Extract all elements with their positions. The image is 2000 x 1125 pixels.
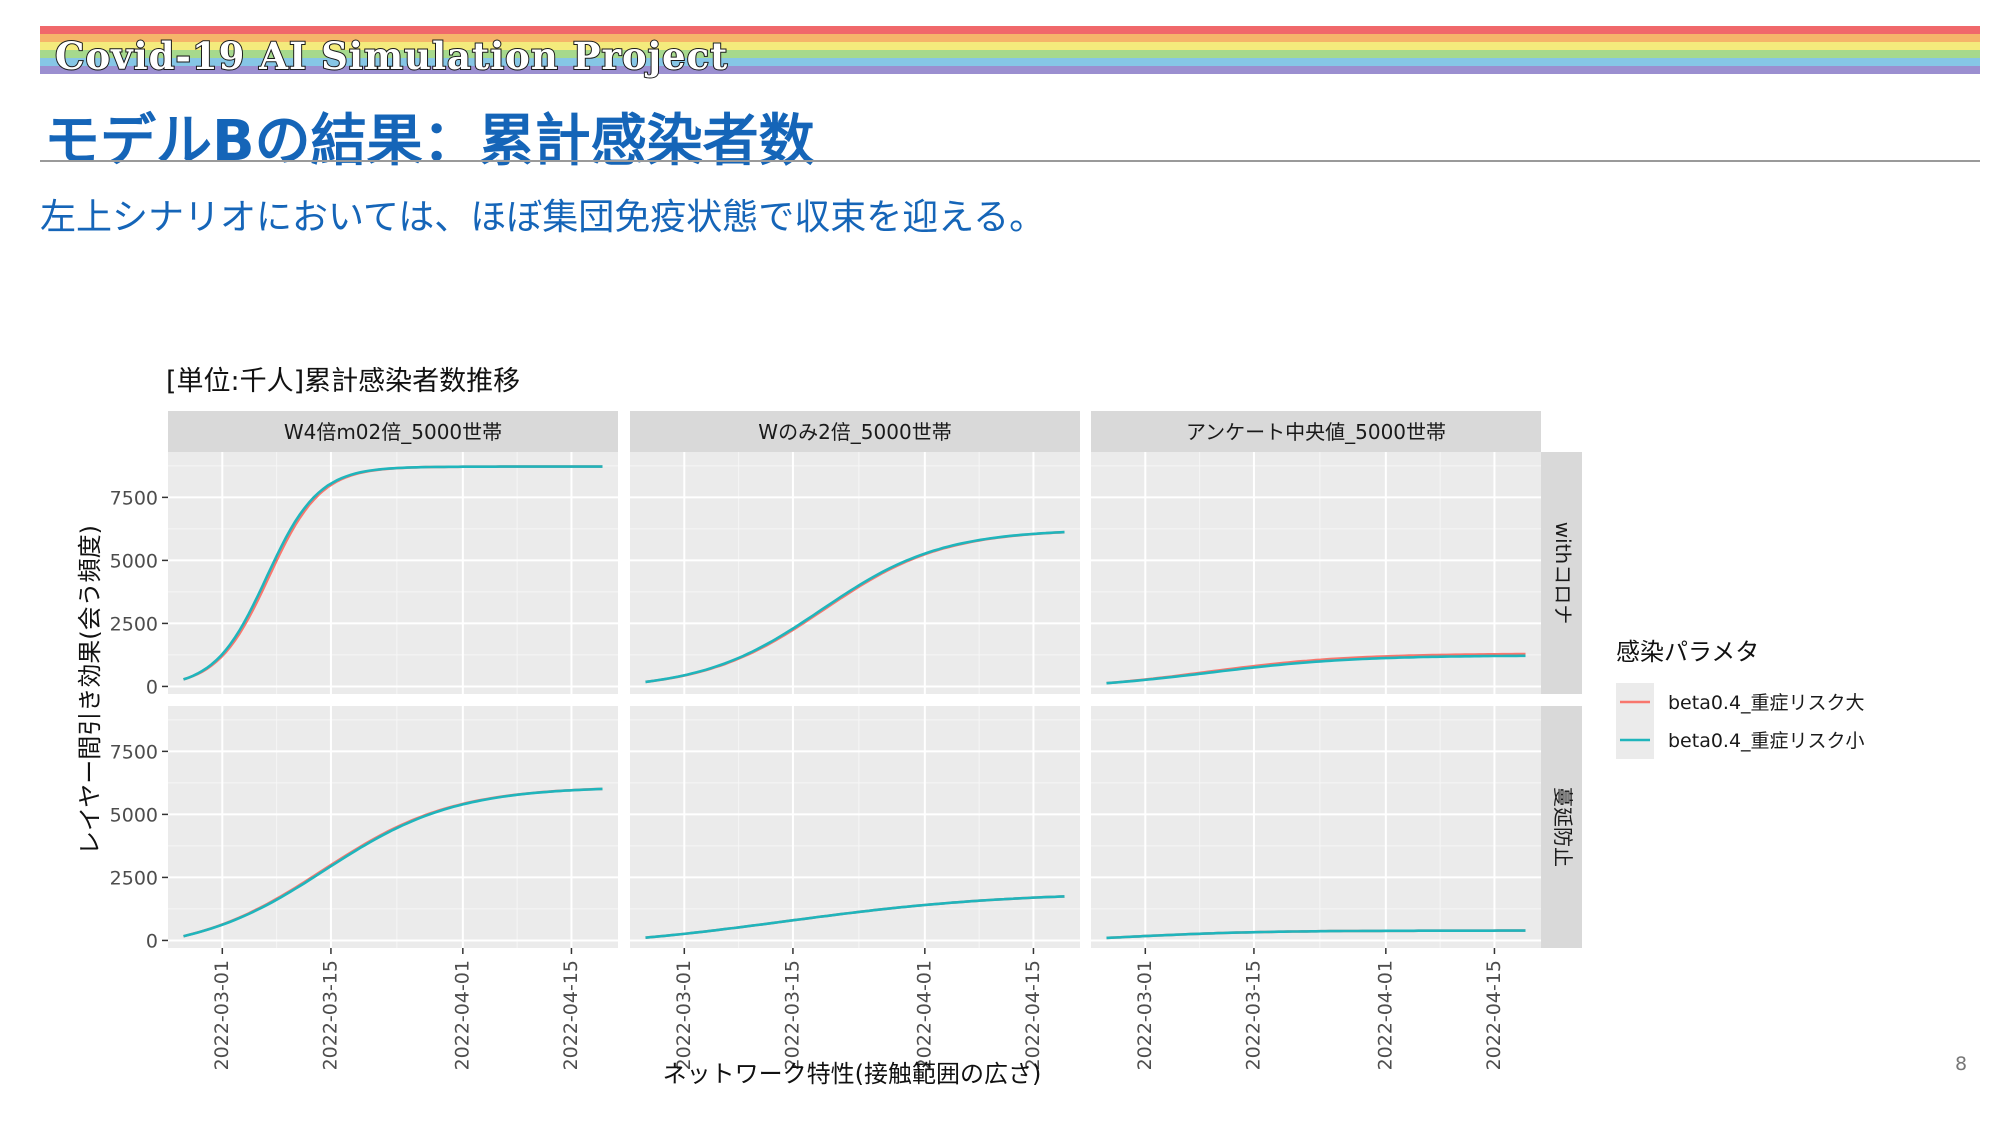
x-tick-label: 2022-03-15 [781, 960, 803, 1070]
facet-panel [1091, 706, 1541, 948]
y-tick-label: 2500 [110, 867, 158, 889]
series-line-risk-low [183, 787, 603, 938]
facet-strip-label: W4倍m02倍_5000世帯 [284, 420, 502, 444]
facet-panel [168, 706, 618, 948]
rainbow-stripe [40, 26, 1980, 34]
series-line-risk-low [645, 895, 1065, 939]
y-axis-label: レイヤー間引き効果(会う頻度) [76, 525, 104, 855]
panel-background [1091, 452, 1541, 694]
panel-background [630, 452, 1080, 694]
facet-strip [630, 411, 1080, 452]
x-axis-label: ネットワーク特性(接触範囲の広さ) [663, 1060, 1042, 1088]
panel-background [1091, 706, 1541, 948]
project-brand: Covid-19 AI Simulation Project [54, 33, 729, 79]
facet-panel [630, 706, 1080, 948]
series-line-risk-low [183, 465, 603, 681]
y-tick-label: 7500 [110, 741, 158, 763]
y-tick-label: 5000 [110, 804, 158, 826]
chart-title: [単位:千人]累計感染者数推移 [166, 366, 520, 397]
series-line-risk-low [1106, 929, 1526, 940]
series-line-risk-low [645, 530, 1065, 684]
legend-title: 感染パラメタ [1616, 638, 1759, 666]
rainbow-banner [40, 26, 1980, 90]
rainbow-stripe [40, 58, 1980, 66]
facet-strip [1541, 706, 1582, 948]
x-tick-label: 2022-03-01 [1134, 960, 1156, 1070]
facet-strip [1541, 452, 1582, 694]
series-line-risk-low [1106, 654, 1526, 685]
facet-strip-label: withコロナ [1551, 522, 1575, 624]
legend-entry-label: beta0.4_重症リスク大 [1668, 692, 1865, 714]
x-tick-label: 2022-03-15 [319, 960, 341, 1070]
x-tick-label: 2022-04-01 [1374, 960, 1396, 1070]
rainbow-stripe [40, 50, 1980, 58]
x-tick-label: 2022-04-15 [1483, 960, 1505, 1070]
facet-strip-label: アンケート中央値_5000世帯 [1186, 420, 1446, 444]
y-tick-label: 0 [146, 930, 158, 952]
panel-background [168, 706, 618, 948]
facet-strip [1091, 411, 1541, 452]
x-tick-label: 2022-04-15 [560, 960, 582, 1070]
facet-strip-label: 蔓延防止 [1551, 787, 1575, 867]
title-divider [40, 160, 1980, 162]
panel-background [630, 706, 1080, 948]
x-tick-label: 2022-03-01 [211, 960, 233, 1070]
rainbow-stripe [40, 34, 1980, 42]
facet-strip [168, 411, 618, 452]
y-tick-label: 2500 [110, 613, 158, 635]
x-tick-label: 2022-03-15 [1242, 960, 1264, 1070]
slide-subtitle: 左上シナリオにおいては、ほぼ集団免疫状態で収束を迎える。 [40, 197, 1046, 238]
facet-panel [168, 452, 618, 694]
panel-background [168, 452, 618, 694]
rainbow-stripe [40, 66, 1980, 74]
y-tick-label: 7500 [110, 487, 158, 509]
legend: 感染パラメタ beta0.4_重症リスク大 beta0.4_重症リスク小 [1616, 638, 1865, 759]
x-tick-label: 2022-03-01 [673, 960, 695, 1070]
facet-panel [630, 452, 1080, 694]
y-tick-label: 5000 [110, 550, 158, 572]
legend-entry-label: beta0.4_重症リスク小 [1668, 730, 1865, 752]
y-tick-label: 0 [146, 676, 158, 698]
x-tick-label: 2022-04-01 [451, 960, 473, 1070]
rainbow-stripe [40, 42, 1980, 50]
x-tick-label: 2022-04-15 [1022, 960, 1044, 1070]
x-tick-label: 2022-04-01 [913, 960, 935, 1070]
slide-title: モデルBの結果：累計感染者数 [44, 109, 815, 174]
facet-strip-label: Wのみ2倍_5000世帯 [758, 420, 951, 444]
facet-panel [1091, 452, 1541, 694]
page-number: 8 [1955, 1053, 1968, 1075]
